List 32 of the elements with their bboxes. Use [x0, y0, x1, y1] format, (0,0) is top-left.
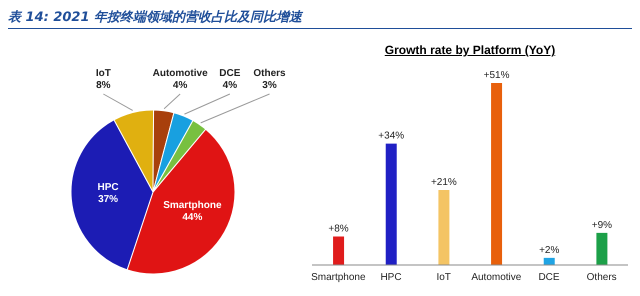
x-tick-label: DCE: [538, 272, 560, 284]
x-tick-label: HPC: [380, 272, 402, 284]
x-tick-label: Automotive: [471, 272, 522, 284]
bar: [438, 190, 450, 265]
data-label: 37%: [98, 194, 118, 205]
data-label: +34%: [378, 130, 404, 142]
x-tick-label: IoT: [436, 272, 451, 284]
bar: [386, 144, 397, 265]
slice-label: Smartphone: [163, 200, 222, 211]
data-label: +21%: [430, 177, 457, 188]
data-label: +9%: [592, 220, 612, 231]
bar: [596, 232, 608, 265]
bar: [544, 258, 555, 265]
slice-label: Automotive: [152, 68, 208, 79]
data-label: +2%: [539, 244, 560, 256]
slice-label: Others: [253, 68, 286, 79]
x-tick-label: Others: [586, 272, 617, 284]
data-label: 3%: [262, 80, 277, 91]
chart-title: 表 14: 2021 年按终端领域的营收占比及同比增速: [8, 8, 632, 29]
slice-label: DCE: [219, 68, 241, 79]
data-label: 4%: [222, 80, 238, 91]
bar: [333, 236, 344, 265]
bar: [491, 83, 502, 265]
slice-label: IoT: [96, 68, 111, 79]
data-label: 8%: [96, 80, 111, 91]
chart-title: Growth rate by Platform (YoY): [384, 43, 556, 57]
x-tick-label: Smartphone: [311, 272, 366, 284]
data-label: +51%: [484, 70, 510, 81]
data-label: 44%: [182, 212, 202, 223]
slice-label: HPC: [98, 182, 119, 193]
data-label: 4%: [172, 80, 188, 91]
data-label: +8%: [328, 223, 349, 234]
